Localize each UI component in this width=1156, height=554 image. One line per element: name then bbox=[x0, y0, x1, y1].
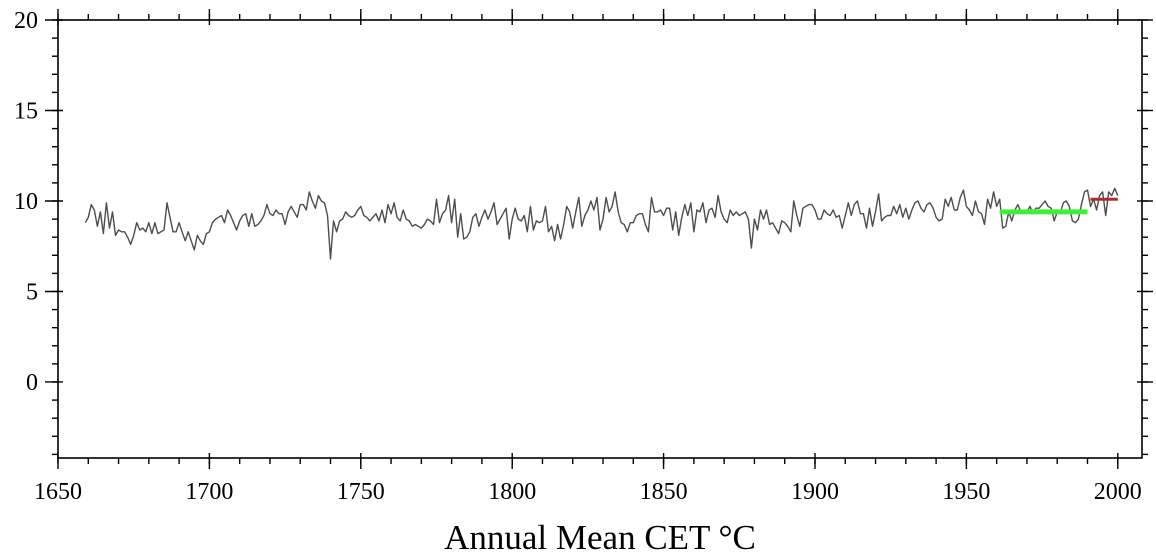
x-tick-label: 1950 bbox=[942, 479, 990, 505]
axis-ticks bbox=[45, 9, 1153, 469]
plot-frame bbox=[57, 19, 1143, 459]
plot-series bbox=[84, 187, 1119, 260]
y-tick-label: 0 bbox=[26, 370, 38, 396]
x-tick-label: 1800 bbox=[488, 479, 536, 505]
y-tick-label: 15 bbox=[14, 98, 38, 124]
annual-mean-line bbox=[84, 187, 1119, 260]
x-tick-label: 1750 bbox=[337, 479, 385, 505]
x-tick-label: 1900 bbox=[791, 479, 839, 505]
x-tick-label: 2000 bbox=[1094, 479, 1142, 505]
x-axis-title: Annual Mean CET °C bbox=[444, 518, 756, 554]
y-tick-label: 5 bbox=[26, 279, 38, 305]
x-tick-label: 1700 bbox=[185, 479, 233, 505]
tick-labels: 1650 1700 1750 1800 1850 1900 1950 2000 0 5 10 15 20 bbox=[14, 8, 1142, 505]
x-tick-label: 1650 bbox=[34, 479, 82, 505]
x-tick-label: 1850 bbox=[640, 479, 688, 505]
y-tick-label: 20 bbox=[14, 8, 38, 34]
y-tick-label: 10 bbox=[14, 189, 38, 215]
